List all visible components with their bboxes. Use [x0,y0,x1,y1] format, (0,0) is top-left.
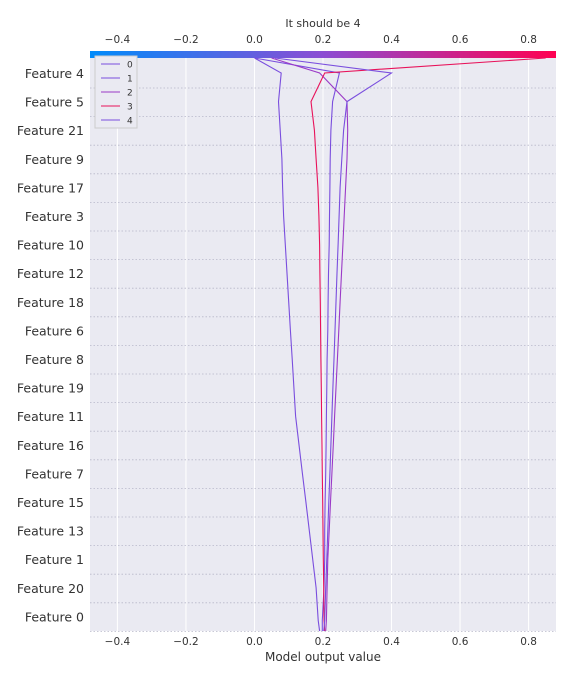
feature-label: Feature 19 [17,381,84,396]
x-tick-label-bottom: −0.4 [105,636,131,648]
series-line [310,57,546,632]
feature-label: Feature 13 [17,524,84,539]
x-tick-label-top: 0.0 [246,34,263,46]
x-tick-label-top: 0.2 [315,34,332,46]
feature-labels: Feature 4 Feature 5 Feature 21 Feature 9 Fea… [17,66,84,624]
series-lines [254,57,546,632]
feature-label: Feature 9 [25,152,84,167]
feature-label: Feature 8 [25,352,84,367]
vertical-gridlines [116,58,530,631]
feature-label: Feature 3 [25,209,84,224]
x-tick-label-top: 0.6 [452,34,469,46]
legend-label: 0 [127,61,133,71]
colorbar [90,51,556,58]
x-tick-label-bottom: 0.6 [452,636,469,648]
series-line [254,57,341,631]
feature-label: Feature 7 [25,466,84,481]
x-tick-label-bottom: 0.4 [383,636,400,648]
legend-label: 3 [127,103,133,113]
feature-label: Feature 12 [17,266,84,281]
series-line [271,57,349,632]
legend-label: 4 [127,117,133,127]
feature-label: Feature 4 [25,66,84,81]
x-tick-label-top: 0.8 [520,34,537,46]
series-line [274,57,394,632]
feature-label: Feature 6 [25,323,84,338]
feature-label: Feature 20 [17,581,84,596]
feature-label: Feature 11 [17,409,84,424]
feature-label: Feature 0 [25,609,84,624]
feature-gridlines [90,87,556,632]
feature-label: Feature 16 [17,438,84,453]
legend: 0 1 2 3 4 [94,55,138,129]
x-tick-label-bottom: −0.2 [173,636,199,648]
x-tick-label-bottom: 0.0 [246,636,263,648]
feature-label: Feature 1 [25,552,84,567]
bottom-x-tick-labels: −0.4 −0.2 0.0 0.2 0.4 0.6 0.8 [105,636,537,648]
x-tick-label-bottom: 0.2 [315,636,332,648]
feature-label: Feature 18 [17,295,84,310]
x-tick-label-bottom: 0.8 [520,636,537,648]
feature-label: Feature 15 [17,495,84,510]
feature-label: Feature 21 [17,123,84,138]
feature-label: Feature 5 [25,95,84,110]
x-tick-label-top: −0.4 [105,34,131,46]
x-axis-label: Model output value [265,650,381,664]
x-tick-label-top: −0.2 [173,34,199,46]
x-tick-label-top: 0.4 [383,34,400,46]
chart-title: It should be 4 [285,17,360,30]
legend-label: 2 [127,89,133,99]
legend-label: 1 [127,75,133,85]
top-x-tick-labels: −0.4 −0.2 0.0 0.2 0.4 0.6 0.8 [105,34,537,46]
feature-label: Feature 17 [17,180,84,195]
series-line [254,57,321,632]
feature-label: Feature 10 [17,238,84,253]
